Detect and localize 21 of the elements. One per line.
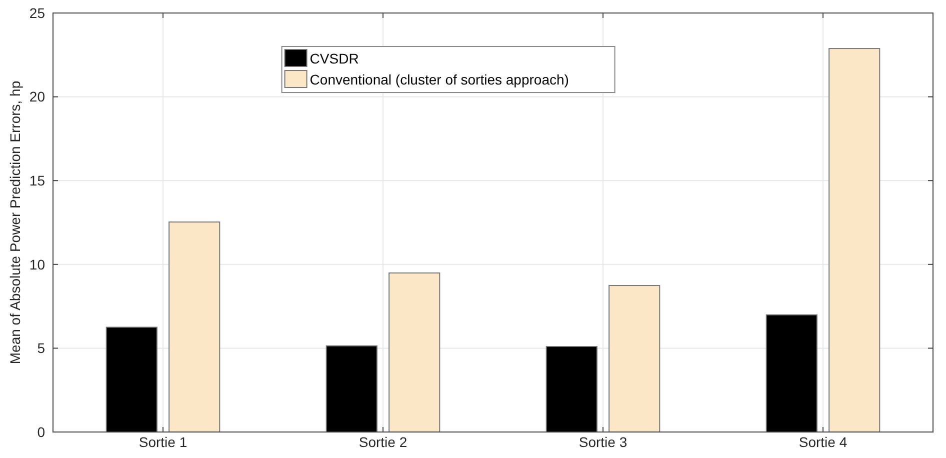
y-tick-label: 25 bbox=[29, 4, 46, 21]
x-tick-label: Sortie 4 bbox=[798, 434, 848, 450]
bar bbox=[828, 48, 880, 432]
x-tick-label: Sortie 2 bbox=[358, 434, 408, 450]
bar bbox=[106, 326, 158, 432]
x-tick-label: Sortie 3 bbox=[578, 434, 628, 450]
bar bbox=[326, 345, 378, 432]
y-tick-label: 20 bbox=[29, 88, 46, 105]
y-tick-label: 15 bbox=[29, 172, 46, 188]
bar bbox=[608, 285, 660, 432]
y-tick-label: 5 bbox=[37, 340, 46, 356]
y-tick-label: 0 bbox=[37, 424, 46, 440]
y-axis-title: Mean of Absolute Power Prediction Errors, hp bbox=[7, 80, 23, 364]
y-tick-label: 10 bbox=[29, 256, 46, 272]
bar bbox=[766, 314, 818, 432]
bar bbox=[546, 346, 598, 432]
bar bbox=[388, 272, 440, 432]
x-tick-label: Sortie 1 bbox=[138, 434, 188, 450]
bar bbox=[168, 221, 220, 432]
legend-label: CVSDR bbox=[310, 50, 359, 66]
legend-label: Conventional (cluster of sorties approach) bbox=[310, 71, 569, 88]
